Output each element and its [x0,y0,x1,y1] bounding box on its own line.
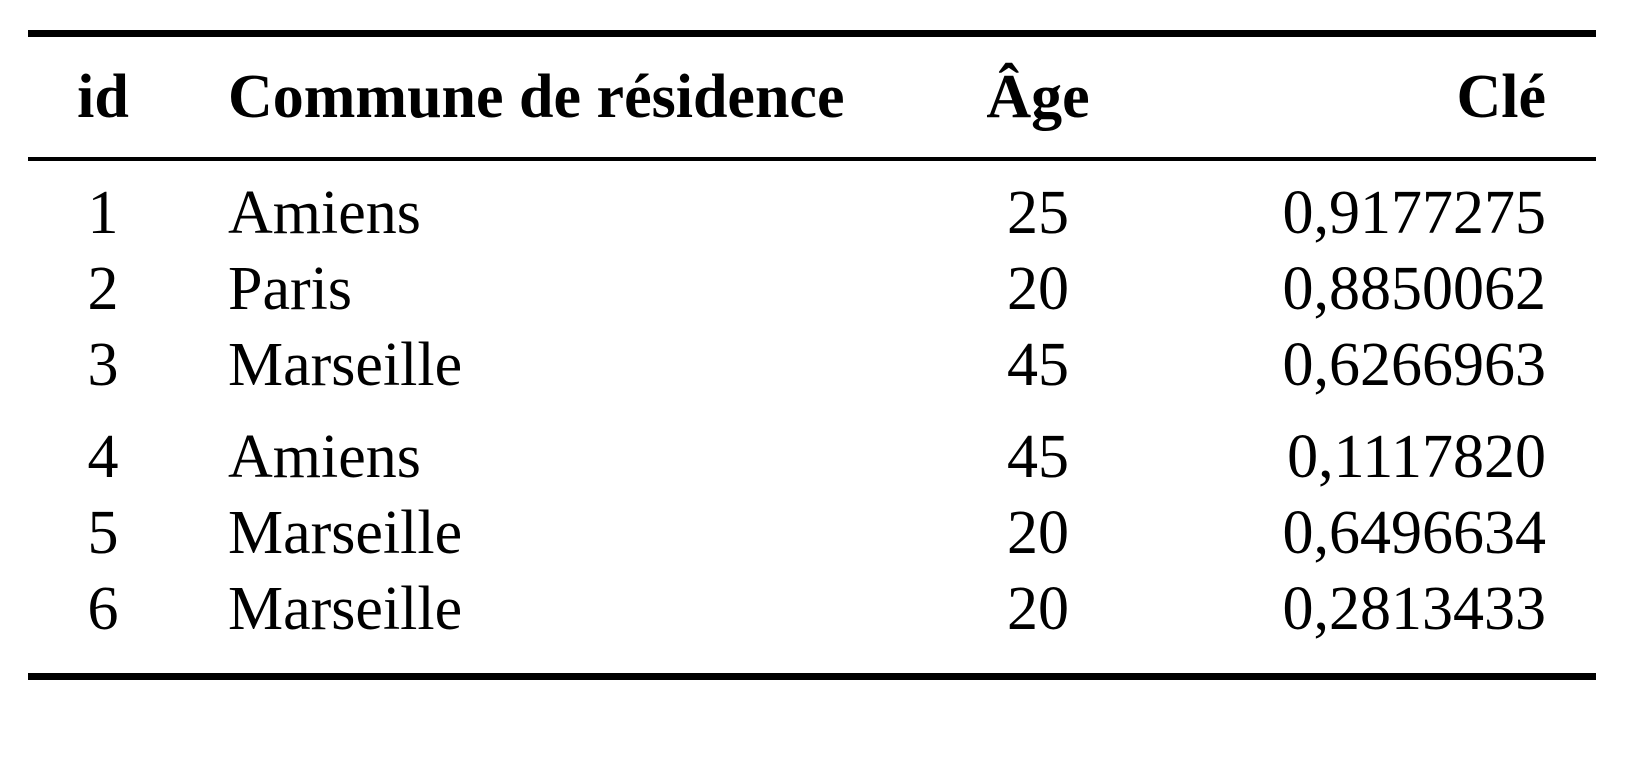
cell-id: 5 [87,499,119,567]
row-group-1: 1 Amiens 25 0,9177275 2 Paris 20 0,88500… [28,175,1596,403]
data-table: id Commune de résidence Âge Clé 1 Amiens… [28,30,1596,680]
cell-commune: Amiens [228,423,421,491]
cell-cle: 0,6496634 [1282,499,1547,567]
cell-age: 45 [1007,331,1069,399]
header-cle: Clé [1456,63,1546,131]
cell-cle: 0,9177275 [1282,179,1547,247]
cell-id: 4 [87,423,119,491]
cell-id: 3 [87,331,119,399]
header-commune: Commune de résidence [228,63,845,131]
cell-age: 45 [1007,423,1069,491]
table-row: 6 Marseille 20 0,2813433 [28,571,1596,647]
cell-id: 2 [87,255,119,323]
top-rule [28,30,1596,37]
bottom-rule [28,673,1596,680]
cell-id: 1 [87,179,119,247]
header-age: Âge [986,63,1090,131]
table-row: 3 Marseille 45 0,6266963 [28,327,1596,403]
cell-commune: Marseille [228,499,463,567]
cell-age: 25 [1007,179,1069,247]
header-rule [28,157,1596,161]
row-group-2: 4 Amiens 45 0,1117820 5 Marseille 20 0,6… [28,419,1596,647]
table-row: 1 Amiens 25 0,9177275 [28,175,1596,251]
cell-age: 20 [1007,575,1069,643]
cell-id: 6 [87,575,119,643]
cell-commune: Amiens [228,179,421,247]
table-row: 4 Amiens 45 0,1117820 [28,419,1596,495]
cell-commune: Marseille [228,575,463,643]
table-row: 5 Marseille 20 0,6496634 [28,495,1596,571]
cell-age: 20 [1007,255,1069,323]
header-id: id [77,63,129,131]
cell-commune: Marseille [228,331,463,399]
cell-age: 20 [1007,499,1069,567]
cell-commune: Paris [228,255,352,323]
cell-cle: 0,1117820 [1287,423,1546,491]
cell-cle: 0,2813433 [1282,575,1547,643]
cell-cle: 0,8850062 [1282,255,1547,323]
header-row: id Commune de résidence Âge Clé [28,37,1596,157]
cell-cle: 0,6266963 [1282,331,1547,399]
table-row: 2 Paris 20 0,8850062 [28,251,1596,327]
